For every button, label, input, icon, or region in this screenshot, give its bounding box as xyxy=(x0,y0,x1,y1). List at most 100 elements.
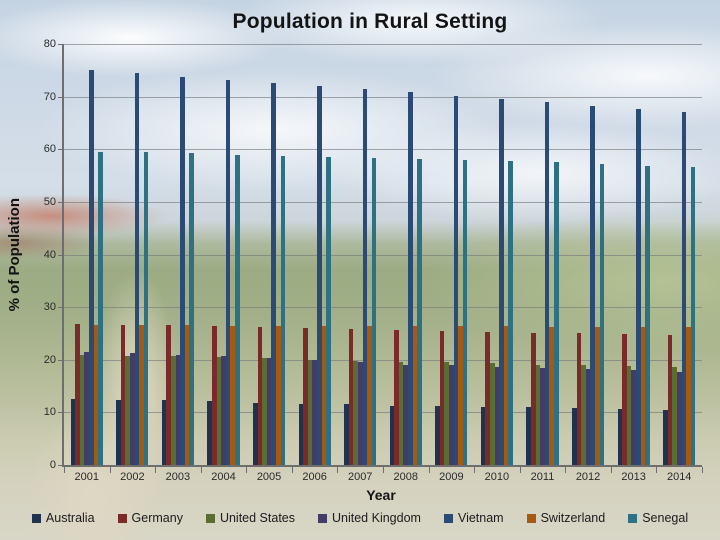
gridline xyxy=(64,254,702,256)
legend-label: Australia xyxy=(45,511,95,525)
bar-australia-2005 xyxy=(252,402,258,465)
bar-united-states-2003 xyxy=(171,356,176,465)
y-tick-mark xyxy=(58,149,64,151)
chart-title: Population in Rural Setting xyxy=(232,10,508,33)
bar-vietnam-2006 xyxy=(316,85,322,465)
bar-vietnam-2005 xyxy=(271,82,276,465)
bar-australia-2011 xyxy=(526,407,531,465)
legend-swatch-icon xyxy=(318,513,327,523)
x-tick-label-2010: 2010 xyxy=(484,471,510,483)
bar-australia-2002 xyxy=(116,399,121,465)
legend-item-germany: Germany xyxy=(117,511,183,525)
bar-united-states-2007 xyxy=(353,360,358,465)
bar-united-kingdom-2013 xyxy=(631,369,636,465)
bar-group-2012 xyxy=(565,44,611,465)
y-tick-label: 60 xyxy=(43,143,56,156)
x-tick-label-2009: 2009 xyxy=(439,471,464,483)
x-tick-mark xyxy=(337,467,339,473)
gridline xyxy=(64,307,702,309)
bar-united-kingdom-2009 xyxy=(449,365,454,465)
x-tick-label-2008: 2008 xyxy=(393,471,419,483)
y-tick-label: 20 xyxy=(43,353,56,366)
bar-united-states-2012 xyxy=(581,365,586,465)
bar-group-2003 xyxy=(155,44,201,465)
legend-label: United States xyxy=(219,511,295,525)
bar-vietnam-2004 xyxy=(225,79,231,465)
bar-united-states-2004 xyxy=(216,357,222,465)
gridline xyxy=(64,96,702,98)
bar-switzerland-2013 xyxy=(640,326,646,465)
bar-united-kingdom-2003 xyxy=(175,354,181,465)
y-axis-title-text: % of Population xyxy=(5,197,23,312)
bar-switzerland-2004 xyxy=(230,325,235,465)
bar-australia-2003 xyxy=(161,400,167,465)
bar-switzerland-2012 xyxy=(594,326,600,465)
bar-group-2007 xyxy=(337,44,383,465)
bar-group-2008 xyxy=(383,44,429,465)
bar-senegal-2008 xyxy=(417,159,422,465)
x-tick-mark xyxy=(610,467,612,473)
bar-germany-2002 xyxy=(120,324,126,465)
bar-switzerland-2002 xyxy=(139,325,144,465)
x-tick-label-2002: 2002 xyxy=(120,471,145,483)
bar-germany-2013 xyxy=(622,333,627,465)
bar-senegal-2010 xyxy=(508,161,513,465)
bar-germany-2011 xyxy=(531,332,536,465)
bar-vietnam-2003 xyxy=(180,76,185,465)
y-tick-mark xyxy=(58,96,64,98)
bar-group-2001 xyxy=(64,44,110,465)
bar-germany-2010 xyxy=(485,332,491,465)
bar-australia-2012 xyxy=(571,408,577,465)
bar-united-kingdom-2004 xyxy=(221,356,226,465)
bar-group-2011 xyxy=(520,44,566,465)
legend-swatch-icon xyxy=(443,513,453,523)
bar-senegal-2013 xyxy=(645,165,650,465)
legend-swatch-icon xyxy=(31,513,41,523)
bar-group-2002 xyxy=(110,44,156,465)
x-tick-mark xyxy=(291,467,293,473)
bar-vietnam-2007 xyxy=(362,88,368,465)
legend-item-united-states: United States xyxy=(205,511,295,525)
plot-area: 0 10 20 30 40 50 60 70 80 2001 2002 2003 2004 2005 200… xyxy=(44,38,703,483)
gridline xyxy=(64,412,702,414)
bar-australia-2009 xyxy=(435,406,440,465)
bar-senegal-2005 xyxy=(280,155,286,465)
x-tick-label-2014: 2014 xyxy=(666,471,692,483)
bar-germany-2012 xyxy=(576,333,582,465)
gridline xyxy=(64,201,702,203)
x-tick-label-2006: 2006 xyxy=(302,471,327,483)
x-tick-mark xyxy=(200,467,202,473)
x-tick-label-2013: 2013 xyxy=(621,471,646,483)
bar-switzerland-2010 xyxy=(503,326,509,465)
bar-united-kingdom-2008 xyxy=(403,364,409,465)
legend-label: Germany xyxy=(131,511,183,525)
bar-vietnam-2010 xyxy=(499,98,504,465)
x-tick-mark xyxy=(565,467,567,473)
legend-label: Vietnam xyxy=(457,511,504,525)
legend-item-senegal: Senegal xyxy=(628,511,688,525)
bar-senegal-2012 xyxy=(599,164,605,465)
bar-switzerland-2006 xyxy=(321,325,327,465)
bar-senegal-2011 xyxy=(553,162,559,465)
legend-swatch-icon xyxy=(205,513,215,523)
gridline xyxy=(64,149,702,151)
bar-united-kingdom-2012 xyxy=(585,368,591,465)
bar-united-kingdom-2005 xyxy=(266,358,272,465)
bar-australia-2010 xyxy=(480,406,486,465)
bar-switzerland-2008 xyxy=(412,326,418,465)
bar-senegal-2004 xyxy=(234,154,240,465)
bar-united-states-2009 xyxy=(444,362,450,465)
y-tick-label: 40 xyxy=(43,248,56,261)
bar-switzerland-2009 xyxy=(458,326,463,465)
bar-switzerland-2007 xyxy=(367,326,372,465)
bar-senegal-2007 xyxy=(371,158,377,465)
bar-australia-2008 xyxy=(389,405,395,465)
bar-australia-2004 xyxy=(207,401,212,465)
x-tick-label-2012: 2012 xyxy=(575,471,601,483)
gridline xyxy=(64,44,702,45)
bar-vietnam-2011 xyxy=(544,102,550,465)
legend-item-united-kingdom: United Kingdom xyxy=(318,511,421,525)
bar-vietnam-2008 xyxy=(408,92,413,465)
bar-vietnam-2012 xyxy=(590,105,595,465)
